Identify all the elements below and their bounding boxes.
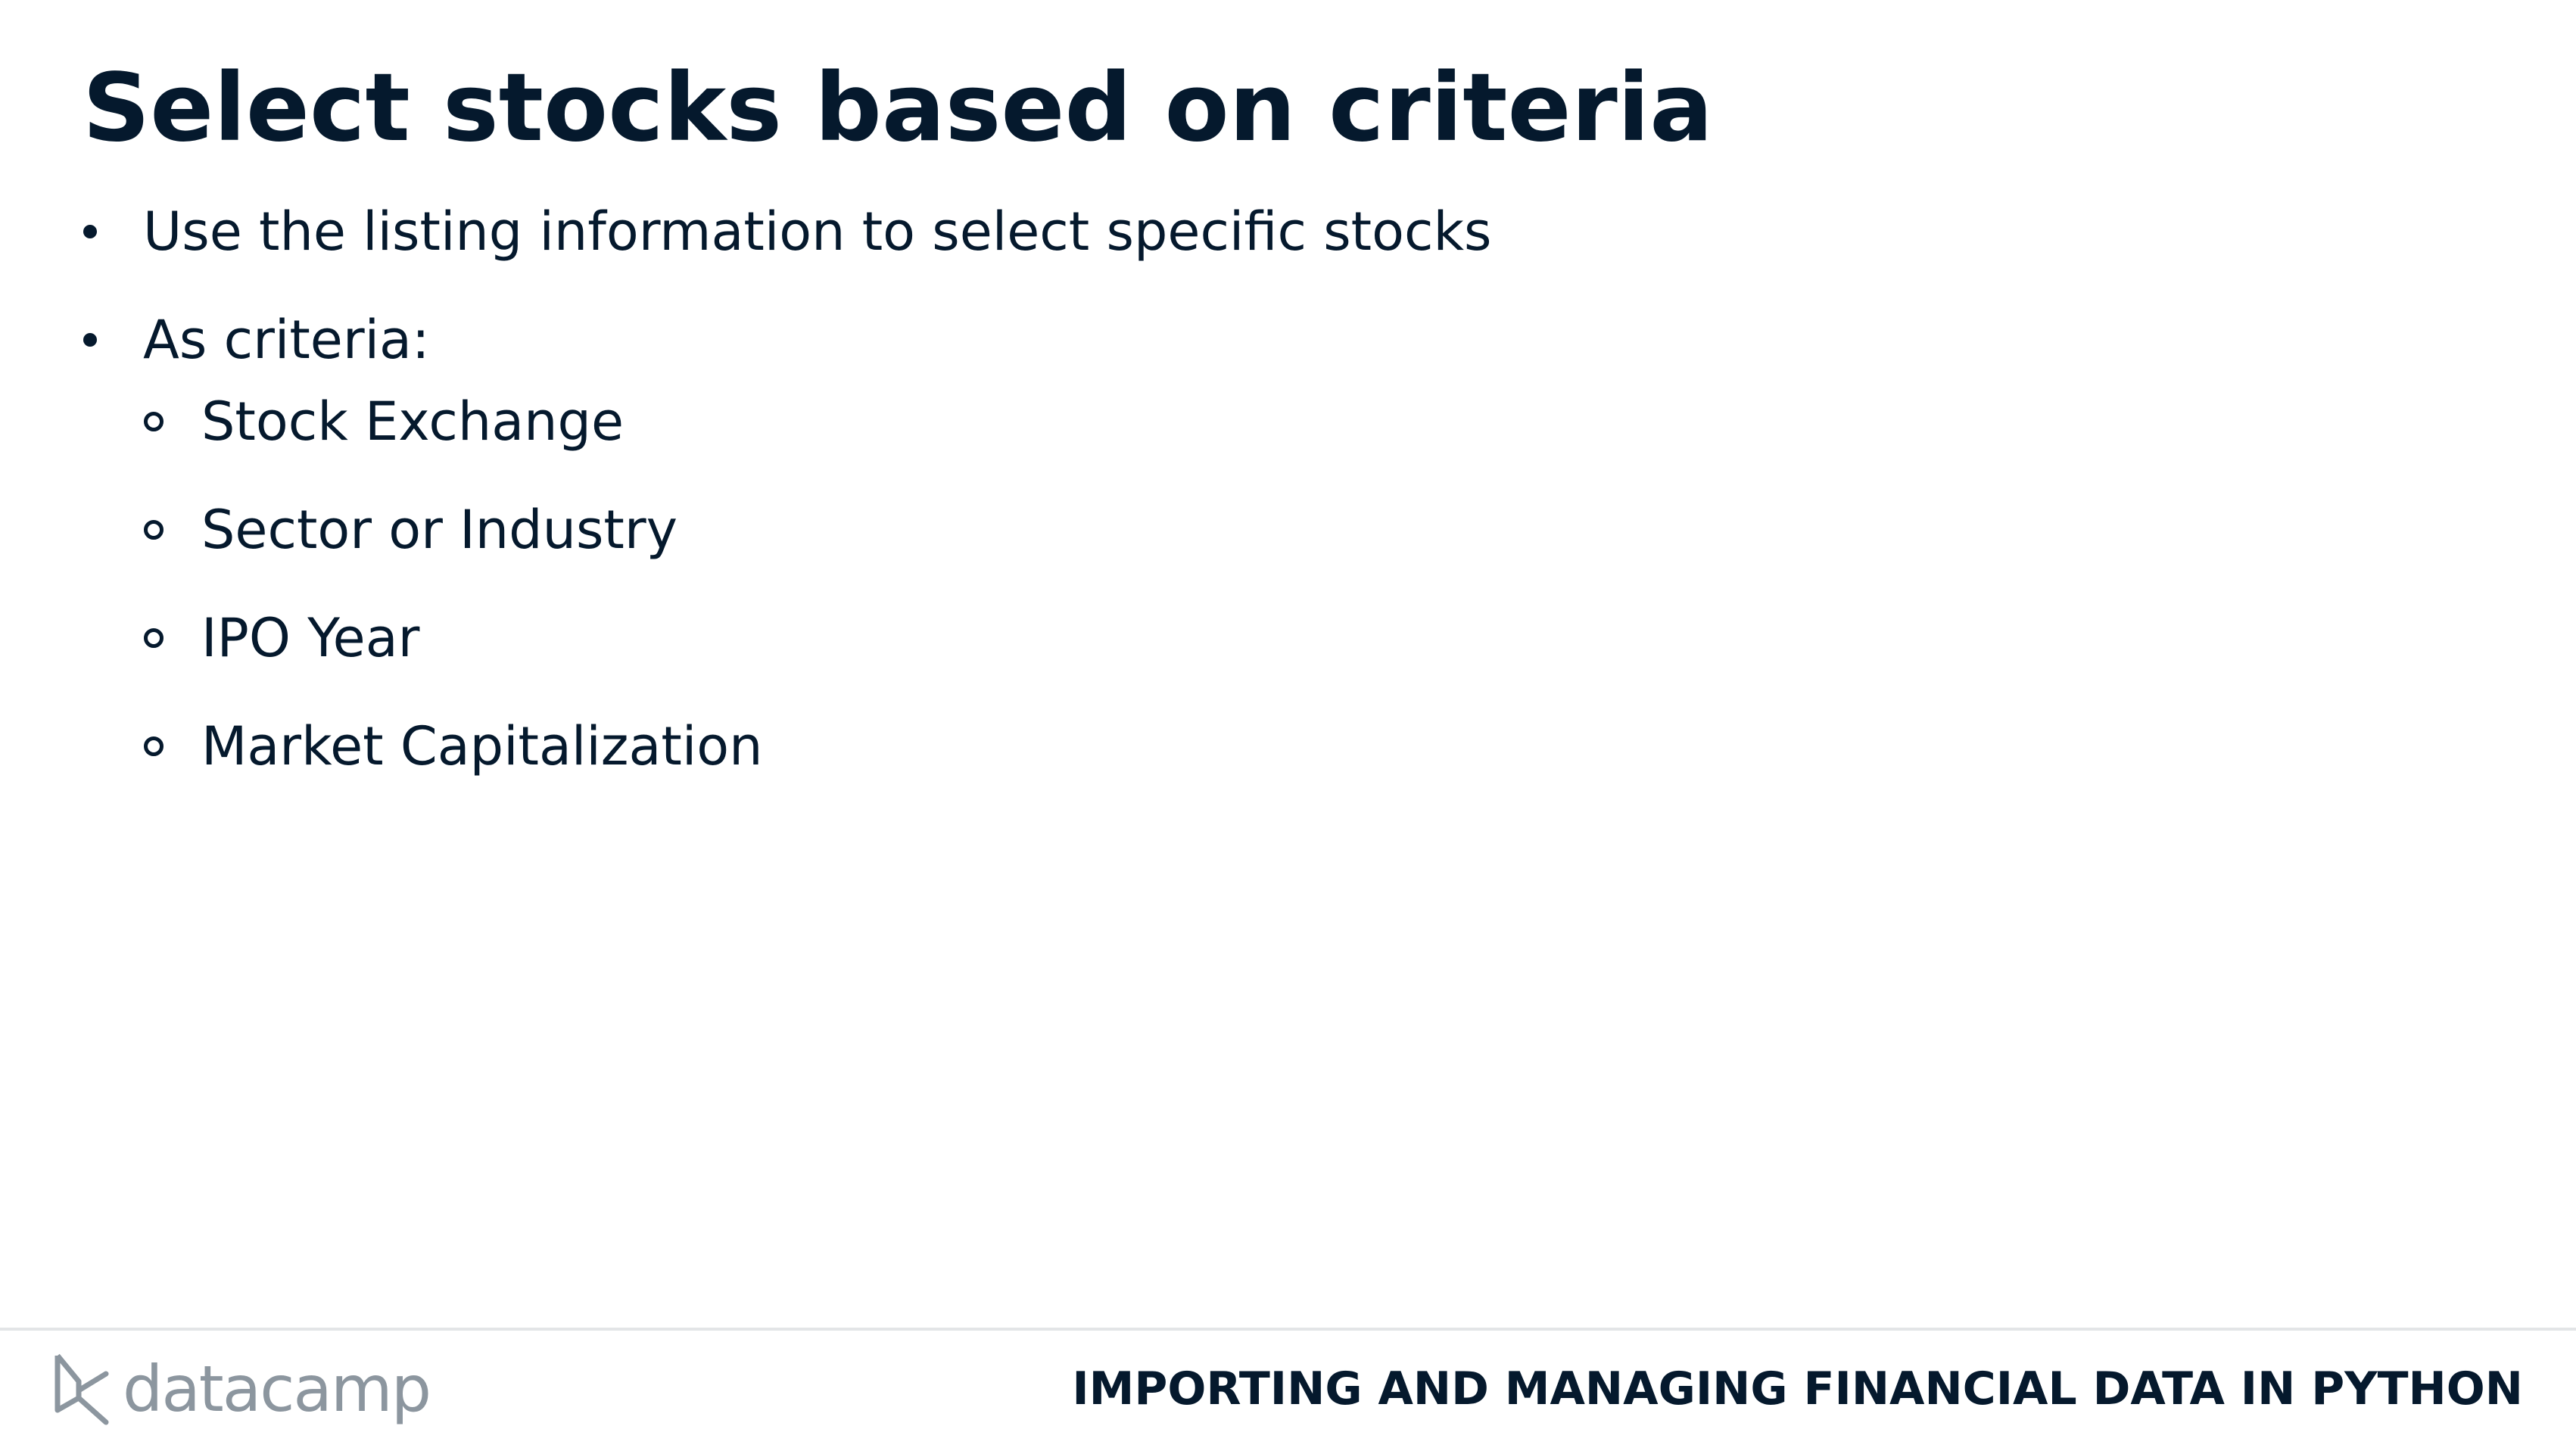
bullet-dot-icon <box>83 225 97 238</box>
footer-divider <box>0 1328 2576 1331</box>
bullet-item: As criteria: <box>83 306 430 374</box>
bullet-text: As criteria: <box>143 309 430 371</box>
bullet-text: Use the listing information to select sp… <box>143 201 1492 263</box>
sub-bullet-text: IPO Year <box>201 607 420 669</box>
bullet-circle-icon <box>144 736 164 756</box>
bullet-item: Use the listing information to select sp… <box>83 198 1491 266</box>
sub-bullet-text: Sector or Industry <box>201 499 678 561</box>
sub-bullet-item: Sector or Industry <box>144 496 677 564</box>
datacamp-logo: datacamp <box>51 1347 431 1431</box>
bullet-dot-icon <box>83 333 97 347</box>
sub-bullet-text: Stock Exchange <box>201 391 625 453</box>
bullet-circle-icon <box>144 412 164 431</box>
datacamp-logo-icon <box>55 1353 109 1425</box>
sub-bullet-item: Market Capitalization <box>144 712 763 780</box>
logo-text: datacamp <box>123 1352 431 1426</box>
bullet-circle-icon <box>144 520 164 540</box>
slide-title: Select stocks based on criteria <box>83 54 1713 163</box>
sub-bullet-text: Market Capitalization <box>201 715 763 777</box>
course-title: IMPORTING AND MANAGING FINANCIAL DATA IN… <box>1072 1362 2523 1415</box>
sub-bullet-item: IPO Year <box>144 604 419 672</box>
bullet-circle-icon <box>144 628 164 648</box>
sub-bullet-item: Stock Exchange <box>144 388 624 456</box>
